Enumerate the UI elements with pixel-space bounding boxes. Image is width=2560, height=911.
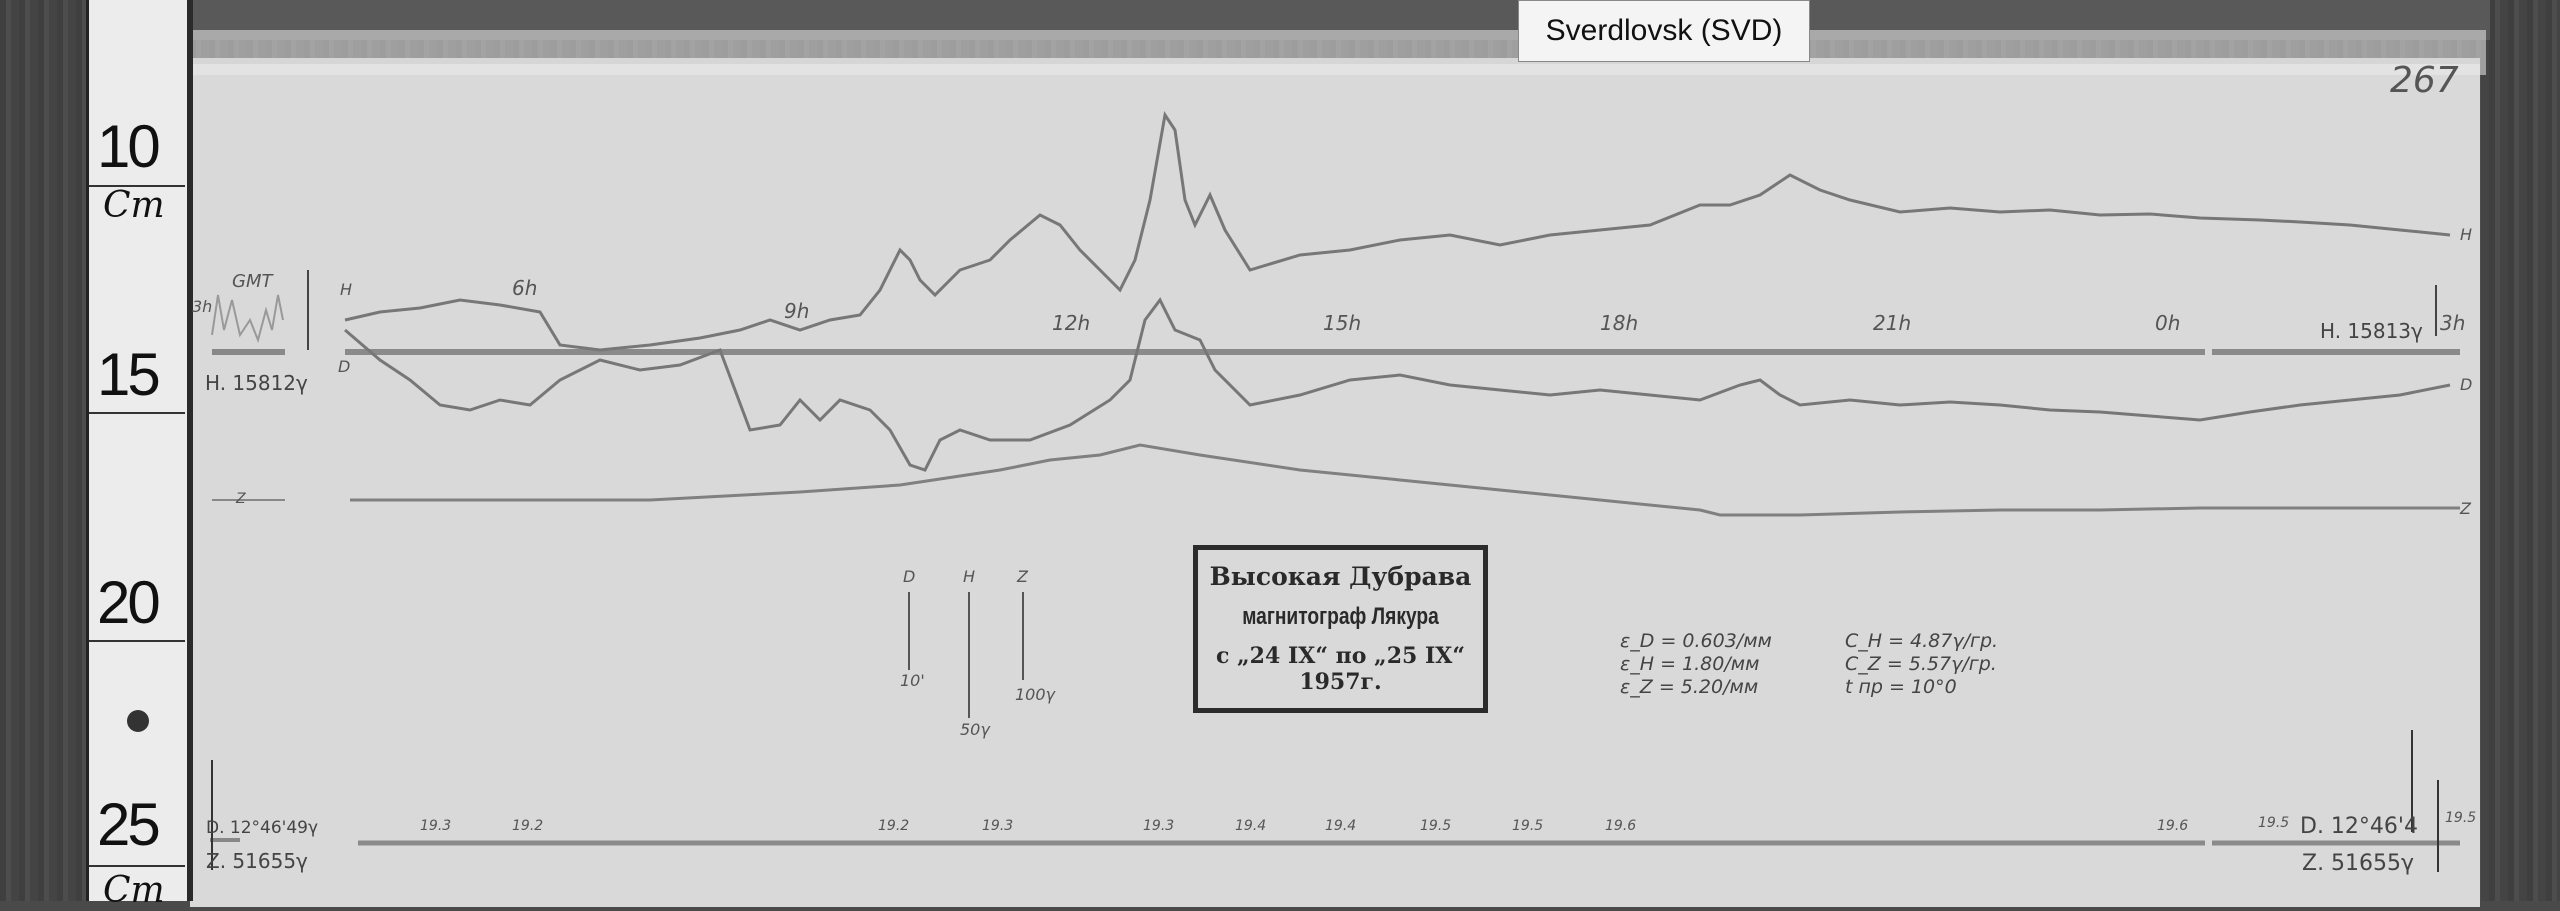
temperature-reading: 19.3 <box>420 818 451 834</box>
scale-bar-z-name: Z <box>1016 567 1029 586</box>
ruler-mark-25: 25 <box>97 791 161 858</box>
stamp-line-2: магнитограф Лякура <box>1242 603 1439 630</box>
c-z: C_Z = 5.57γ/гр. <box>1845 653 1997 675</box>
ruler: 10 Cm 15 20 25 Cm <box>86 0 193 911</box>
gmt-hour-mark: 3h <box>192 297 212 316</box>
ruler-tick <box>89 185 185 187</box>
eps-d: ε_D = 0.603/мм <box>1620 630 1772 652</box>
d-trace <box>344 297 2451 472</box>
temperature-reading: 19.3 <box>1143 818 1174 834</box>
z-baseline-value-left: Z. 51655γ <box>206 849 308 873</box>
h-trace <box>344 111 2451 352</box>
eps-z: ε_Z = 5.20/мм <box>1620 676 1759 698</box>
scale-bar-h-value: 50γ <box>960 720 991 739</box>
temperature-reading: 19.5 <box>1420 818 1451 834</box>
eps-h: ε_H = 1.80/мм <box>1620 653 1760 675</box>
ruler-tick <box>89 640 185 642</box>
t-pr: t пр = 10°0 <box>1845 676 1957 698</box>
scale-bar-z-value: 100γ <box>1015 685 1057 704</box>
d-baseline-value-left: D. 12°46'49γ <box>206 818 318 838</box>
scale-bar-d-name: D <box>903 567 915 586</box>
tape-strip <box>186 30 2486 75</box>
z-trace-label-right: Z <box>2459 499 2472 518</box>
time-label: 0h <box>2155 311 2180 335</box>
temperature-reading: 19.5 <box>1512 818 1543 834</box>
h-trace-label-right: H <box>2460 225 2472 244</box>
time-label: 3h <box>2440 311 2465 335</box>
time-label: 21h <box>1873 311 1911 335</box>
observatory-stamp: Высокая Дубрава магнитограф Лякура с „24… <box>1193 545 1488 713</box>
ruler-mark-20: 20 <box>97 569 161 636</box>
page-number: 267 <box>2390 60 2459 101</box>
c-h: C_H = 4.87γ/гр. <box>1845 630 1999 652</box>
time-label: 12h <box>1052 311 1090 335</box>
temperature-reading: 19.2 <box>878 818 909 834</box>
stamp-line-1: Высокая Дубрава <box>1209 562 1472 591</box>
scale-bar-h-name: H <box>963 567 975 586</box>
temperature-readings: 19.3 19.2 19.2 19.3 19.3 19.4 19.4 19.5 … <box>420 810 2476 834</box>
d-baseline-value-right: D. 12°46'4 <box>2300 814 2418 839</box>
temperature-reading: 19.3 <box>982 818 1013 834</box>
ruler-unit: Cm <box>103 185 165 226</box>
ruler-mark-10: 10 <box>97 113 161 180</box>
temperature-reading: 19.4 <box>1235 818 1266 834</box>
scale-bar-d-value: 10' <box>900 671 925 690</box>
gmt-label: GMT <box>232 271 274 292</box>
temperature-reading: 19.6 <box>2157 818 2188 834</box>
ruler-mark-15: 15 <box>97 341 161 408</box>
sensitivity-constants: ε_D = 0.603/мм ε_H = 1.80/мм ε_Z = 5.20/… <box>1620 630 1772 699</box>
time-label: 18h <box>1600 311 1638 335</box>
d-trace-label: D <box>338 357 350 376</box>
h-baseline-value-right: H. 15813γ <box>2320 319 2423 343</box>
temperature-constants: C_H = 4.87γ/гр. C_Z = 5.57γ/гр. t пр = 1… <box>1845 630 1998 699</box>
ruler-tick <box>89 865 185 867</box>
station-label: Sverdlovsk (SVD) <box>1518 0 1810 62</box>
time-label: 15h <box>1323 311 1361 335</box>
temperature-reading: 19.2 <box>512 818 543 834</box>
temperature-reading: 19.6 <box>1605 818 1636 834</box>
stamp-line-3: с „24 IX“ по „25 IX“ 1957г. <box>1215 643 1466 695</box>
magnetogram-paper <box>190 58 2480 907</box>
z-trace-label: Z <box>235 491 246 507</box>
temperature-reading: 19.5 <box>2445 810 2476 826</box>
time-label: 6h <box>512 276 537 300</box>
ruler-hole <box>127 710 149 732</box>
d-trace-label-right: D <box>2460 375 2472 394</box>
z-trace <box>350 443 2460 517</box>
temperature-reading: 19.4 <box>1325 818 1356 834</box>
h-trace-label: H <box>340 280 352 299</box>
ruler-tick <box>89 412 185 414</box>
z-baseline-value-right: Z. 51655γ <box>2302 851 2414 876</box>
temperature-reading: 19.5 <box>2258 815 2289 831</box>
h-trace-left <box>211 294 284 344</box>
h-baseline-value-left: H. 15812γ <box>205 371 308 395</box>
time-label: 9h <box>784 299 809 323</box>
